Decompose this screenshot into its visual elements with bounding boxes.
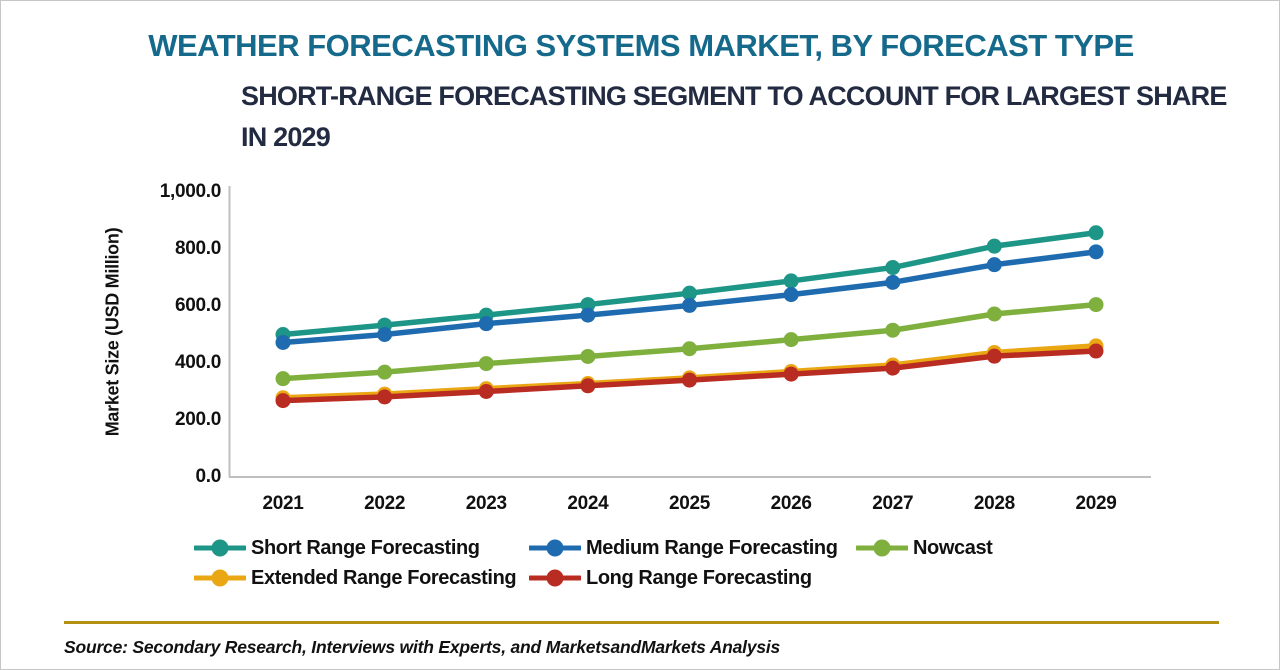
data-point-nowcast-2026 [783,332,799,348]
data-point-nowcast-2024 [580,348,596,364]
x-tick-label-2021: 2021 [262,493,304,514]
y-tick-label: 1,000.0 [159,181,222,202]
data-point-long-range-forecasting-2029 [1088,343,1104,359]
data-point-nowcast-2029 [1088,297,1104,313]
y-tick-label: 400.0 [174,352,221,373]
legend-label: Nowcast [913,536,993,559]
x-tick-label-2028: 2028 [973,493,1015,514]
legend-item-long-range-forecasting: Long Range Forecasting [529,567,812,590]
legend-marker-icon [194,569,246,587]
data-point-medium-range-forecasting-2029 [1088,244,1104,260]
x-tick-label-2022: 2022 [364,493,406,514]
x-tick-label-2025: 2025 [668,493,711,514]
data-point-long-range-forecasting-2022 [377,389,393,405]
data-point-nowcast-2021 [275,371,291,387]
data-point-nowcast-2023 [478,356,494,372]
data-point-short-range-forecasting-2027 [885,260,901,276]
data-point-nowcast-2028 [986,306,1002,322]
legend-item-extended-range-forecasting: Extended Range Forecasting [194,567,529,590]
legend-label: Long Range Forecasting [586,566,812,589]
series-long-range-forecasting [275,343,1104,409]
data-point-medium-range-forecasting-2028 [986,257,1002,273]
data-point-nowcast-2027 [885,322,901,338]
legend-marker-icon [856,539,908,557]
chart-title: WEATHER FORECASTING SYSTEMS MARKET, BY F… [148,28,1134,63]
y-tick-label: 600.0 [174,295,221,316]
data-point-long-range-forecasting-2021 [275,393,291,409]
data-point-medium-range-forecasting-2021 [275,334,291,350]
x-tick-label-2024: 2024 [567,493,609,514]
data-point-medium-range-forecasting-2025 [682,297,697,313]
legend-label: Extended Range Forecasting [251,566,517,589]
plot-area [228,186,1151,478]
legend-item-short-range-forecasting: Short Range Forecasting [194,537,529,560]
data-point-long-range-forecasting-2023 [478,384,494,399]
x-tick-label-2026: 2026 [770,493,812,514]
data-point-medium-range-forecasting-2027 [885,274,901,290]
y-tick-label: 200.0 [174,409,221,430]
data-point-short-range-forecasting-2026 [783,273,799,289]
data-point-long-range-forecasting-2025 [682,372,697,388]
legend-marker-icon [194,539,246,557]
series-medium-range-forecasting [275,244,1104,350]
data-point-long-range-forecasting-2026 [783,366,799,382]
legend-row: Extended Range Forecasting Long Range For… [194,563,992,593]
legend-item-nowcast: Nowcast [856,536,993,560]
data-point-nowcast-2022 [377,364,393,380]
data-point-medium-range-forecasting-2023 [478,316,494,332]
x-tick-label-2023: 2023 [465,493,507,514]
divider-rule [64,621,1219,624]
legend-label: Medium Range Forecasting [586,536,838,559]
data-point-nowcast-2025 [682,341,697,357]
data-point-long-range-forecasting-2024 [580,378,596,394]
line-chart [228,186,1151,478]
legend-row: Short Range Forecasting Medium Range Fore… [194,533,993,563]
data-point-short-range-forecasting-2028 [986,238,1002,254]
data-point-medium-range-forecasting-2026 [783,287,799,303]
legend-item-medium-range-forecasting: Medium Range Forecasting [529,537,856,560]
chart-subtitle-line2: IN 2029 [241,122,331,152]
y-tick-label: 0.0 [195,466,221,487]
data-point-medium-range-forecasting-2022 [377,327,393,342]
legend-marker-icon [529,539,581,557]
x-tick-label-2027: 2027 [872,493,914,514]
data-point-short-range-forecasting-2025 [682,285,697,301]
data-point-long-range-forecasting-2027 [885,360,901,376]
legend-marker-icon [529,569,581,587]
chart-legend: Short Range Forecasting Medium Range Fore… [194,533,993,593]
series-nowcast [275,297,1104,387]
data-point-medium-range-forecasting-2024 [580,307,596,323]
chart-subtitle-line1: SHORT-RANGE FORECASTING SEGMENT TO ACCOU… [241,81,1227,111]
data-point-long-range-forecasting-2028 [986,348,1002,364]
x-tick-label-2029: 2029 [1075,493,1117,514]
y-tick-label: 800.0 [174,238,221,259]
data-point-short-range-forecasting-2029 [1088,225,1104,241]
axes [228,186,1151,478]
source-note: Source: Secondary Research, Interviews w… [64,637,781,657]
series-short-range-forecasting [275,225,1104,342]
data-point-short-range-forecasting-2024 [580,297,596,313]
legend-label: Short Range Forecasting [251,536,480,559]
